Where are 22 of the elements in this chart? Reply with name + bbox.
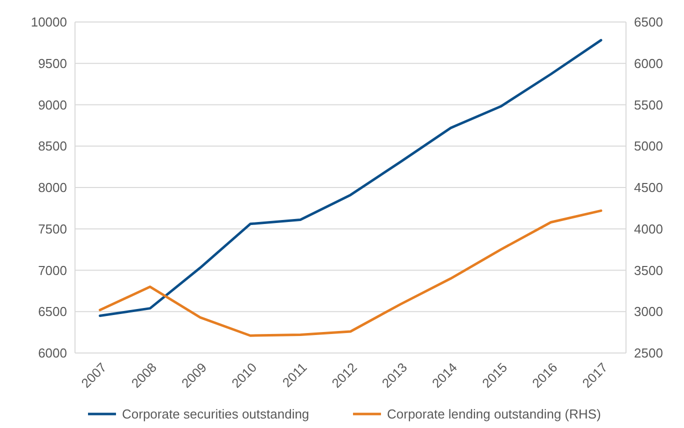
y2-tick-label: 5000: [634, 138, 663, 154]
y2-tick-label: 4500: [634, 180, 663, 196]
legend-label: Corporate securities outstanding: [122, 406, 310, 422]
y-tick-label: 8500: [38, 138, 67, 154]
y-tick-label: 10000: [30, 14, 67, 30]
y-tick-label: 7500: [38, 221, 67, 236]
line-series: [98, 38, 602, 318]
y2-tick-label: 4000: [634, 221, 663, 236]
y-tick-label: 6500: [38, 304, 67, 320]
legend-label: Corporate lending outstanding (RHS): [387, 406, 601, 422]
y-tick-label: 9000: [38, 97, 67, 112]
y2-tick-label: 2500: [634, 346, 663, 361]
y2-tick-label: 3000: [634, 304, 663, 320]
y2-tick-label: 6500: [634, 14, 663, 30]
y-tick-label: 6000: [38, 346, 67, 361]
y2-tick-label: 5500: [634, 97, 663, 112]
y2-tick-label: 3500: [634, 262, 663, 278]
y2-tick-label: 6000: [634, 56, 663, 71]
line-series: [98, 209, 602, 337]
y-tick-label: 8000: [38, 180, 67, 196]
y-tick-label: 7000: [38, 262, 67, 278]
y-tick-label: 9500: [38, 56, 67, 71]
